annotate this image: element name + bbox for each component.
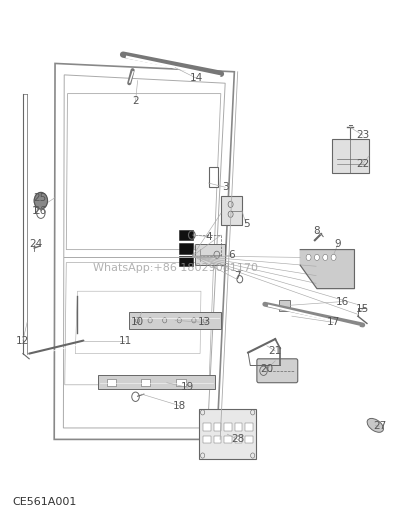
- Text: 3: 3: [222, 182, 229, 192]
- Text: 19: 19: [181, 382, 194, 393]
- Text: 12: 12: [16, 335, 30, 346]
- Text: CE561A001: CE561A001: [13, 497, 77, 507]
- Bar: [224, 423, 232, 431]
- Bar: [141, 379, 150, 386]
- Text: 26: 26: [33, 205, 46, 216]
- Text: 16: 16: [335, 296, 349, 307]
- Text: 28: 28: [231, 434, 244, 445]
- Bar: [208, 167, 218, 187]
- Text: 13: 13: [198, 317, 211, 328]
- Bar: [195, 244, 225, 265]
- Bar: [224, 436, 232, 443]
- Text: 5: 5: [243, 218, 249, 229]
- Text: 27: 27: [373, 421, 386, 432]
- Text: 2: 2: [132, 96, 139, 107]
- Circle shape: [37, 208, 45, 218]
- Text: 7: 7: [234, 270, 241, 281]
- Circle shape: [306, 254, 311, 261]
- Polygon shape: [300, 250, 354, 289]
- Bar: [245, 436, 253, 443]
- Text: 20: 20: [260, 364, 274, 374]
- Bar: [203, 423, 211, 431]
- Text: 6: 6: [228, 250, 235, 260]
- Bar: [214, 436, 221, 443]
- Bar: [179, 256, 193, 266]
- Bar: [176, 379, 186, 386]
- Circle shape: [34, 192, 48, 209]
- Text: 21: 21: [269, 346, 282, 356]
- Circle shape: [331, 254, 336, 261]
- Bar: [107, 379, 116, 386]
- Text: 25: 25: [33, 192, 46, 203]
- Bar: [98, 375, 215, 389]
- Text: 11: 11: [118, 335, 132, 346]
- Text: WhatsApp:+86 18029081170: WhatsApp:+86 18029081170: [93, 263, 258, 273]
- Circle shape: [314, 254, 319, 261]
- Text: 10: 10: [131, 317, 144, 328]
- Text: 17: 17: [327, 317, 340, 328]
- Bar: [203, 436, 211, 443]
- Bar: [179, 230, 193, 240]
- Ellipse shape: [367, 419, 384, 432]
- Text: 18: 18: [173, 400, 186, 411]
- FancyBboxPatch shape: [257, 359, 298, 383]
- Text: 8: 8: [314, 226, 320, 237]
- Bar: [214, 423, 221, 431]
- Bar: [235, 436, 242, 443]
- Text: 4: 4: [205, 231, 212, 242]
- Circle shape: [323, 254, 328, 261]
- Text: 24: 24: [29, 239, 42, 250]
- Bar: [179, 243, 193, 254]
- Text: 14: 14: [189, 73, 203, 83]
- Bar: [279, 300, 290, 311]
- Bar: [332, 139, 369, 173]
- Bar: [129, 312, 221, 329]
- Text: 22: 22: [356, 159, 369, 169]
- Bar: [199, 409, 256, 459]
- Text: 9: 9: [334, 239, 341, 250]
- Text: 23: 23: [356, 130, 369, 140]
- FancyBboxPatch shape: [221, 196, 242, 225]
- Bar: [235, 423, 242, 431]
- Bar: [245, 423, 253, 431]
- Text: 1: 1: [32, 205, 39, 216]
- Text: 15: 15: [356, 304, 369, 315]
